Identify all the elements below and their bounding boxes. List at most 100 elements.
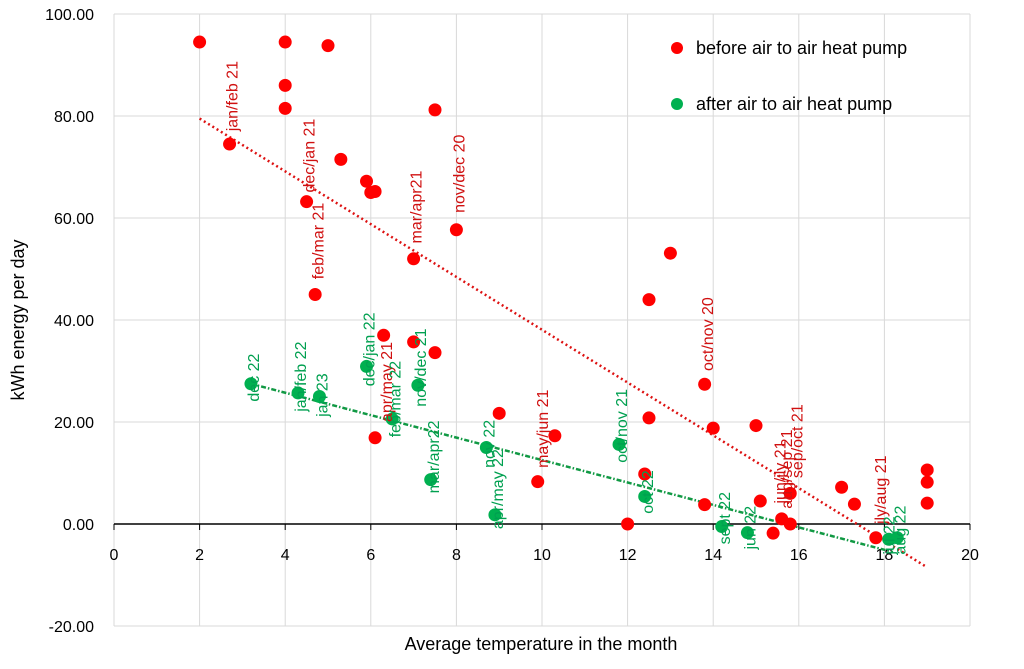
data-point-series-0	[223, 137, 237, 151]
data-point-series-0	[698, 498, 712, 512]
x-tick-label: 2	[195, 547, 204, 564]
data-label-series-1: sept 22	[717, 492, 734, 545]
data-point-series-0	[749, 419, 763, 433]
data-label-series-0: may/jun 21	[535, 390, 552, 468]
data-point-series-0	[531, 475, 545, 489]
y-tick-label: 80.00	[54, 109, 94, 126]
data-point-series-1	[715, 520, 729, 534]
data-point-series-1	[488, 508, 502, 522]
data-point-series-0	[449, 223, 463, 237]
data-point-series-0	[753, 494, 767, 508]
legend: before air to air heat pump after air to…	[671, 38, 907, 114]
data-label-series-1: dec 22	[246, 353, 263, 401]
x-tick-labels: 0 2 4 6 8 10 12 14 16 18 20	[110, 547, 979, 564]
x-axis-title: Average temperature in the month	[405, 634, 678, 654]
x-tick-label: 12	[619, 547, 637, 564]
data-label-series-0: feb/mar 21	[310, 203, 327, 280]
x-tick-label: 0	[110, 547, 119, 564]
data-label-series-1: jun 22	[743, 506, 760, 551]
data-label-series-1: aug 22	[892, 506, 909, 555]
data-point-series-0	[642, 411, 656, 425]
data-point-series-0	[642, 293, 656, 307]
data-point-series-0	[920, 496, 934, 510]
x-tick-label: 16	[790, 547, 808, 564]
data-point-series-0	[368, 431, 382, 445]
data-point-series-0	[663, 246, 677, 260]
legend-label-before: before air to air heat pump	[696, 38, 907, 58]
data-point-series-1	[360, 359, 374, 373]
data-point-series-0	[920, 475, 934, 489]
x-tick-label: 18	[876, 547, 894, 564]
data-point-series-0	[407, 252, 421, 266]
data-label-series-0: sep/oct 21	[790, 404, 807, 478]
data-label-series-0: nov/dec 20	[452, 135, 469, 213]
data-point-series-0	[278, 101, 292, 115]
data-point-series-1	[411, 378, 425, 392]
data-label-series-0: jly/aug 21	[873, 455, 890, 525]
y-tick-label: 40.00	[54, 313, 94, 330]
data-point-series-0	[766, 526, 780, 540]
legend-marker-after	[671, 98, 683, 110]
data-label-series-1: nov 22	[482, 420, 499, 468]
data-label-series-1: oct/nov 21	[614, 389, 631, 463]
data-point-series-1	[638, 489, 652, 503]
y-tick-label: 0.00	[63, 517, 94, 534]
data-label-series-1: jan 23	[315, 373, 332, 418]
data-point-series-0	[428, 346, 442, 360]
data-point-series-0	[835, 480, 849, 494]
data-point-series-0	[638, 467, 652, 481]
data-point-series-0	[193, 35, 207, 49]
data-point-series-0	[706, 421, 720, 435]
y-tick-label: 100.00	[45, 7, 94, 24]
data-point-series-0	[278, 78, 292, 92]
data-point-series-0	[308, 288, 322, 301]
data-point-series-0	[428, 103, 442, 117]
data-label-series-0: mar/apr21	[409, 170, 426, 243]
y-tick-label: 60.00	[54, 211, 94, 228]
data-point-series-0	[321, 39, 335, 53]
x-tick-label: 4	[281, 547, 290, 564]
data-point-series-0	[334, 152, 348, 166]
x-tick-label: 10	[533, 547, 551, 564]
data-label-series-0: aug/sep 21	[779, 429, 796, 508]
data-point-series-1	[312, 390, 326, 403]
data-point-series-0	[407, 335, 421, 349]
x-tick-label: 14	[704, 547, 722, 564]
legend-label-after: after air to air heat pump	[696, 94, 892, 114]
data-label-series-0: jan/feb 21	[225, 61, 242, 132]
y-tick-label: 20.00	[54, 415, 94, 432]
data-label-series-1: feb/mar 22	[387, 361, 404, 438]
data-point-series-0	[278, 35, 292, 49]
data-point-series-1	[244, 377, 258, 391]
data-label-series-1: nov/dec 21	[413, 328, 430, 406]
data-point-series-1	[479, 441, 493, 454]
data-label-series-0: apr/may 21	[379, 342, 396, 422]
x-tick-label: 6	[366, 547, 375, 564]
data-label-series-0: jun/jly 21	[773, 440, 790, 504]
legend-marker-before	[671, 42, 683, 54]
data-label-series-0: dec/jan 21	[302, 119, 319, 193]
data-point-series-1	[740, 526, 754, 540]
data-point-series-1	[890, 531, 904, 545]
data-label-series-1: oct 22	[640, 470, 657, 514]
data-point-series-0	[920, 463, 934, 477]
y-tick-labels: -20.00 0.00 20.00 40.00 60.00 80.00 100.00	[45, 7, 94, 636]
data-points	[193, 35, 934, 546]
data-point-series-0	[492, 406, 506, 420]
data-point-series-0	[847, 497, 861, 511]
data-point-series-0	[783, 486, 797, 500]
data-point-series-1	[424, 473, 438, 487]
data-point-series-1	[612, 437, 626, 451]
y-tick-label: -20.00	[49, 619, 94, 636]
data-point-series-0	[368, 184, 382, 198]
data-label-series-1: mar/apr22	[426, 420, 443, 493]
data-point-series-0	[548, 429, 562, 443]
y-axis-title: kWh energy per day	[8, 239, 28, 400]
data-labels: jan/feb 21 dec/jan 21 feb/mar 21 nov/dec 20…	[225, 61, 910, 556]
x-tick-label: 20	[961, 547, 979, 564]
data-point-series-0	[300, 195, 314, 209]
data-label-series-0: oct/nov 20	[700, 297, 717, 371]
data-point-series-0	[621, 517, 635, 531]
